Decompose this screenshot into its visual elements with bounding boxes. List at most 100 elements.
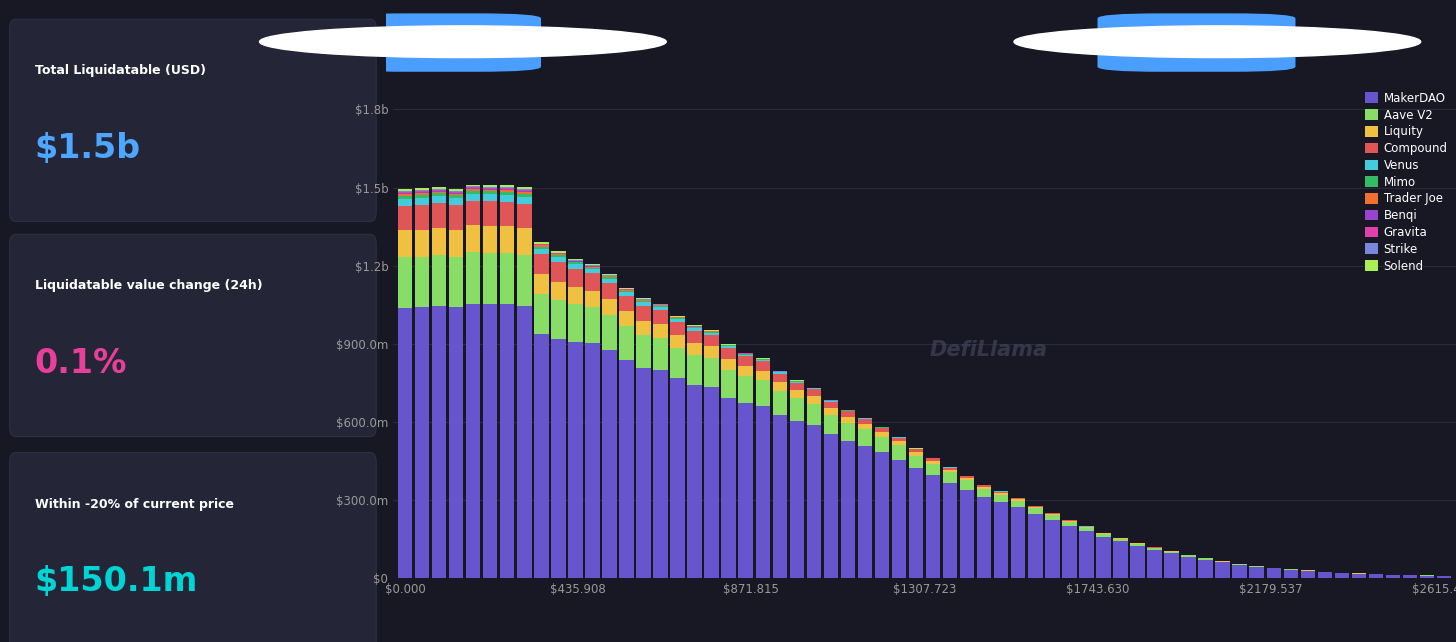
- Bar: [1369, 575, 1383, 578]
- Bar: [1010, 501, 1025, 507]
- Bar: [875, 432, 890, 437]
- Bar: [1249, 567, 1264, 578]
- Bar: [432, 204, 447, 228]
- Bar: [1165, 553, 1179, 578]
- Bar: [585, 343, 600, 578]
- FancyBboxPatch shape: [1098, 13, 1296, 72]
- Bar: [568, 269, 582, 288]
- Bar: [1147, 550, 1162, 578]
- Bar: [483, 304, 498, 578]
- Bar: [552, 262, 565, 282]
- Bar: [466, 191, 480, 194]
- Bar: [534, 274, 549, 293]
- Bar: [807, 388, 821, 390]
- Bar: [1300, 571, 1315, 578]
- FancyBboxPatch shape: [10, 234, 376, 437]
- Bar: [891, 442, 906, 446]
- Bar: [840, 422, 855, 441]
- Bar: [568, 265, 582, 269]
- Bar: [858, 446, 872, 578]
- Bar: [705, 387, 719, 578]
- Bar: [568, 288, 582, 304]
- Bar: [552, 256, 565, 257]
- Bar: [1079, 531, 1093, 578]
- Bar: [534, 293, 549, 334]
- Bar: [1165, 551, 1179, 553]
- Bar: [552, 254, 565, 256]
- Bar: [603, 279, 617, 282]
- Bar: [687, 385, 702, 578]
- Bar: [534, 334, 549, 578]
- Bar: [1318, 572, 1332, 578]
- Bar: [1130, 544, 1144, 546]
- Bar: [960, 490, 974, 578]
- Bar: [432, 190, 447, 191]
- Bar: [1351, 574, 1366, 578]
- Bar: [466, 201, 480, 225]
- Bar: [432, 228, 447, 255]
- Bar: [466, 225, 480, 252]
- Bar: [926, 461, 941, 464]
- Bar: [670, 322, 684, 335]
- Bar: [926, 464, 941, 476]
- Bar: [721, 346, 735, 348]
- Bar: [756, 406, 770, 578]
- Bar: [1096, 534, 1111, 537]
- Bar: [415, 192, 430, 193]
- Bar: [789, 398, 804, 421]
- Bar: [824, 408, 839, 415]
- Bar: [517, 190, 531, 191]
- Bar: [636, 302, 651, 306]
- Bar: [1216, 562, 1230, 578]
- Text: Total Liquidatable (USD): Total Liquidatable (USD): [35, 64, 205, 77]
- Bar: [448, 189, 463, 191]
- Bar: [585, 273, 600, 291]
- Bar: [499, 190, 514, 192]
- Bar: [1045, 513, 1060, 514]
- Bar: [687, 327, 702, 328]
- Bar: [466, 188, 480, 189]
- Bar: [619, 295, 633, 311]
- Bar: [1147, 548, 1162, 550]
- Bar: [1028, 508, 1042, 514]
- Bar: [994, 494, 1009, 502]
- Bar: [568, 259, 582, 260]
- FancyBboxPatch shape: [10, 453, 376, 642]
- Bar: [840, 417, 855, 422]
- Bar: [738, 376, 753, 403]
- Bar: [858, 419, 872, 424]
- Bar: [1386, 575, 1401, 578]
- Bar: [1045, 515, 1060, 519]
- Bar: [636, 369, 651, 578]
- Bar: [585, 291, 600, 308]
- Bar: [994, 493, 1009, 494]
- Bar: [654, 307, 668, 310]
- Bar: [705, 333, 719, 334]
- Bar: [415, 188, 430, 190]
- Bar: [654, 310, 668, 324]
- Bar: [415, 230, 430, 257]
- Bar: [977, 497, 992, 578]
- Bar: [636, 306, 651, 321]
- Bar: [721, 348, 735, 359]
- Bar: [552, 300, 565, 339]
- Bar: [517, 255, 531, 306]
- Bar: [534, 247, 549, 248]
- Bar: [397, 189, 412, 191]
- Bar: [585, 268, 600, 269]
- Bar: [483, 190, 498, 191]
- Text: Within -20% of current price: Within -20% of current price: [35, 498, 234, 510]
- Bar: [1061, 521, 1076, 522]
- Bar: [1010, 498, 1025, 499]
- Bar: [483, 195, 498, 202]
- Bar: [705, 334, 719, 346]
- Bar: [926, 458, 941, 461]
- Bar: [432, 189, 447, 190]
- Bar: [415, 190, 430, 191]
- Bar: [568, 263, 582, 265]
- Bar: [1335, 573, 1350, 578]
- Text: $150.1m: $150.1m: [35, 565, 198, 598]
- Bar: [789, 421, 804, 578]
- Bar: [499, 189, 514, 190]
- Bar: [432, 196, 447, 204]
